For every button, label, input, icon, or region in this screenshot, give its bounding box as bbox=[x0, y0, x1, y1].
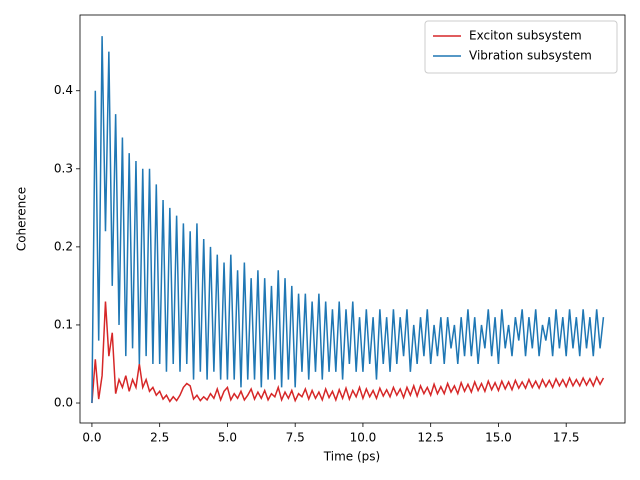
legend-label: Exciton subsystem bbox=[469, 29, 582, 43]
x-tick-label: 5.0 bbox=[218, 431, 237, 445]
legend-label: Vibration subsystem bbox=[469, 49, 592, 63]
x-tick-label: 15.0 bbox=[485, 431, 512, 445]
y-tick-label: 0.1 bbox=[54, 317, 73, 331]
plot-frame bbox=[79, 14, 626, 424]
x-tick-label: 2.5 bbox=[150, 431, 169, 445]
data-line bbox=[91, 301, 605, 404]
y-tick-label: 0.4 bbox=[54, 83, 73, 97]
y-tick-label: 0.3 bbox=[54, 161, 73, 175]
x-tick-label: 10.0 bbox=[350, 431, 377, 445]
data-line bbox=[91, 36, 605, 404]
x-tick-label: 12.5 bbox=[417, 431, 444, 445]
y-tick-label: 0.2 bbox=[54, 239, 73, 253]
x-tick-label: 7.5 bbox=[286, 431, 305, 445]
x-tick-label: 0.0 bbox=[82, 431, 101, 445]
legend-box bbox=[424, 20, 618, 74]
y-tick-label: 0.0 bbox=[54, 396, 73, 410]
x-axis-label: Time (ps) bbox=[323, 450, 380, 464]
y-axis-label: Coherence bbox=[15, 187, 29, 251]
x-tick-label: 17.5 bbox=[553, 431, 580, 445]
